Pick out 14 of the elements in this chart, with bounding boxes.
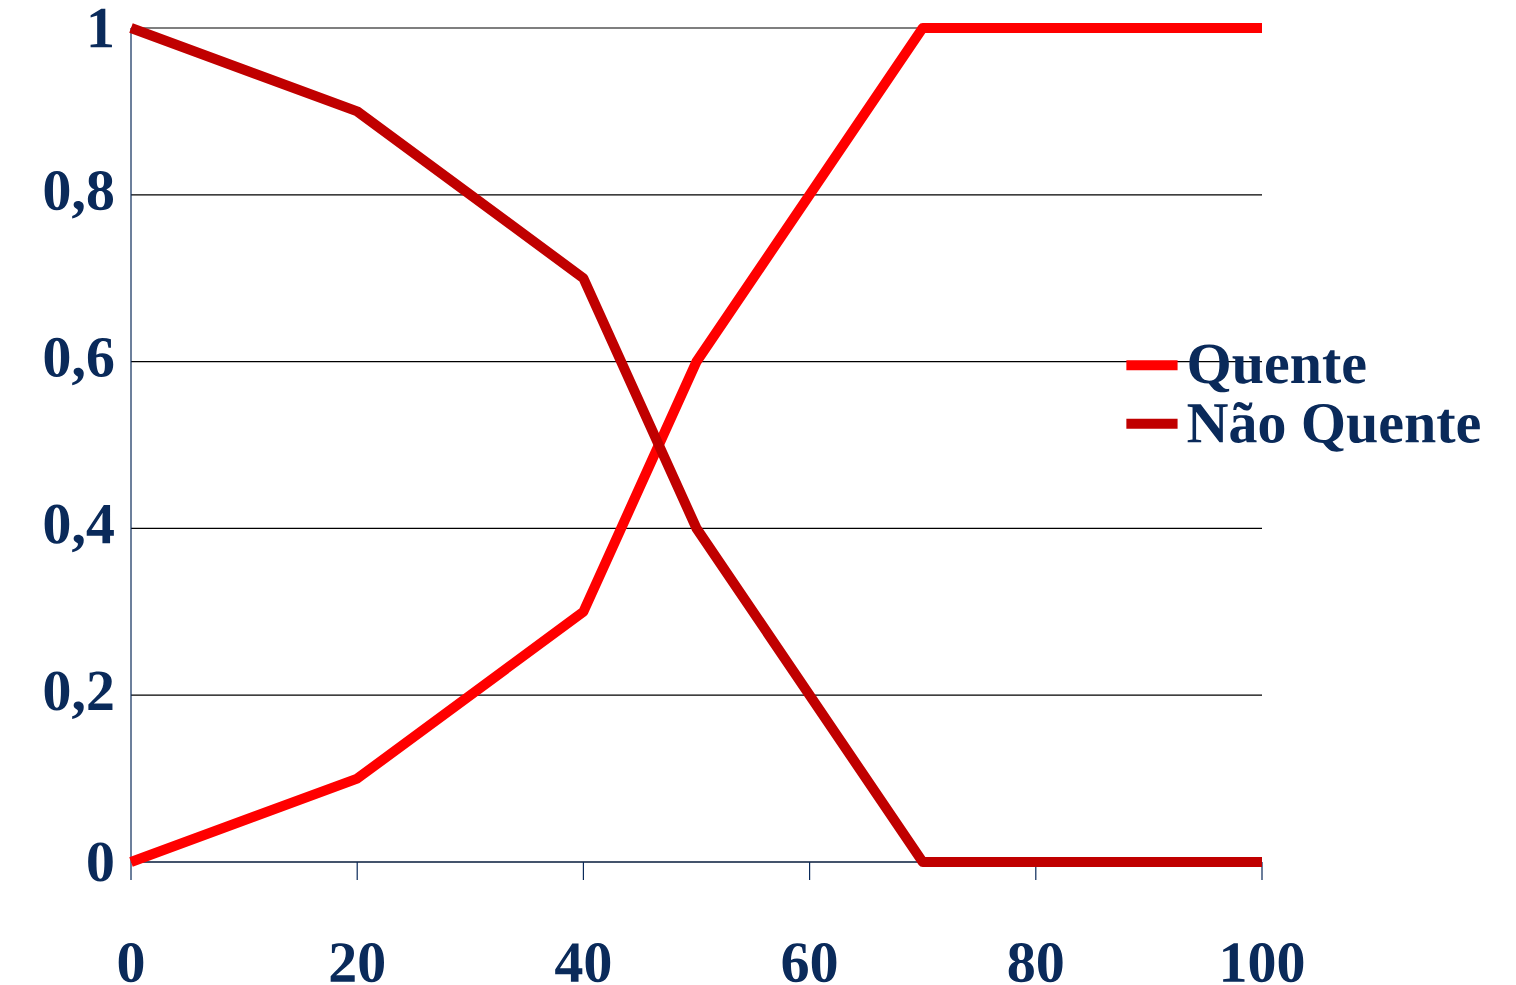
y-tick-label: 0,2 [44, 671, 113, 719]
y-tick-label: 0 [88, 842, 113, 882]
y-tick-label: 0,8 [44, 171, 114, 219]
y-tick-label: 0,4 [44, 504, 114, 553]
x-tick-label: 0 [118, 943, 144, 983]
legend-label: Não Quente [1187, 401, 1480, 452]
y-tick-label: 1 [90, 8, 112, 48]
x-tick-label: 20 [330, 943, 384, 983]
x-tick-label: 60 [782, 943, 837, 983]
x-tick-label: 40 [555, 943, 611, 983]
legend-label: Quente [1189, 344, 1366, 393]
x-tick-label: 100 [1223, 943, 1304, 983]
x-tick-label: 80 [1008, 943, 1063, 983]
y-tick-label: 0,6 [44, 337, 114, 386]
